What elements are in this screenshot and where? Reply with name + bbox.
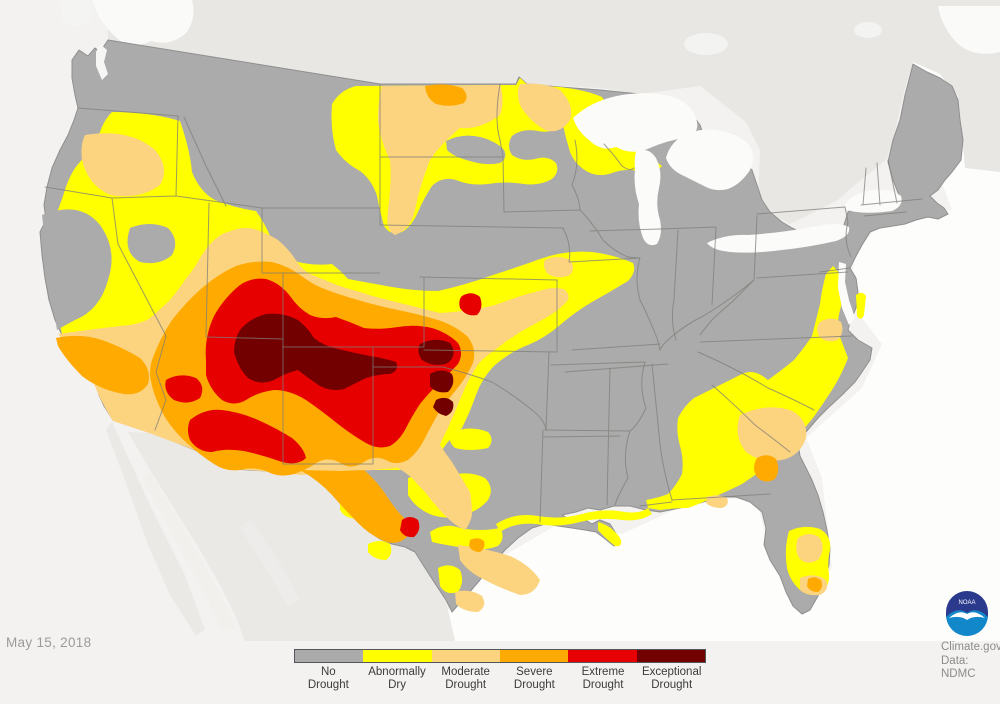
legend-swatch-extreme-drought	[568, 650, 637, 662]
legend-label-exceptional-drought: Exceptional Drought	[641, 666, 702, 691]
legend-swatch-no-drought	[295, 650, 364, 662]
drought-layer-exceptional	[234, 313, 454, 416]
legend-label-abnormally-dry: Abnormally Dry	[368, 666, 426, 691]
legend-label-moderate-drought: Moderate Drought	[441, 666, 490, 691]
noaa-logo-icon: NOAA	[946, 591, 988, 636]
legend-swatch-exceptional-drought	[636, 650, 705, 662]
legend-label-extreme-drought: Extreme Drought	[581, 666, 625, 691]
map-date: May 15, 2018	[6, 635, 92, 650]
legend-swatch-abnormally-dry	[363, 650, 432, 662]
legend-labels: No Drought Abnormally Dry Moderate Droug…	[294, 666, 706, 692]
legend-color-bar	[294, 649, 706, 663]
drought-legend: No Drought Abnormally Dry Moderate Droug…	[294, 649, 706, 692]
credit-data-source: Data: NDMC	[941, 654, 976, 681]
credits: Climate.gov Data: NDMC	[941, 641, 1000, 682]
credit-source: Climate.gov	[941, 641, 1000, 653]
legend-label-severe-drought: Severe Drought	[513, 666, 555, 691]
legend-label-no-drought: No Drought	[307, 666, 349, 691]
legend-swatch-severe-drought	[499, 650, 569, 662]
state-borders	[44, 83, 923, 523]
svg-text:NOAA: NOAA	[958, 600, 975, 606]
great-lakes	[573, 93, 902, 325]
legend-swatch-moderate-drought	[431, 650, 500, 662]
